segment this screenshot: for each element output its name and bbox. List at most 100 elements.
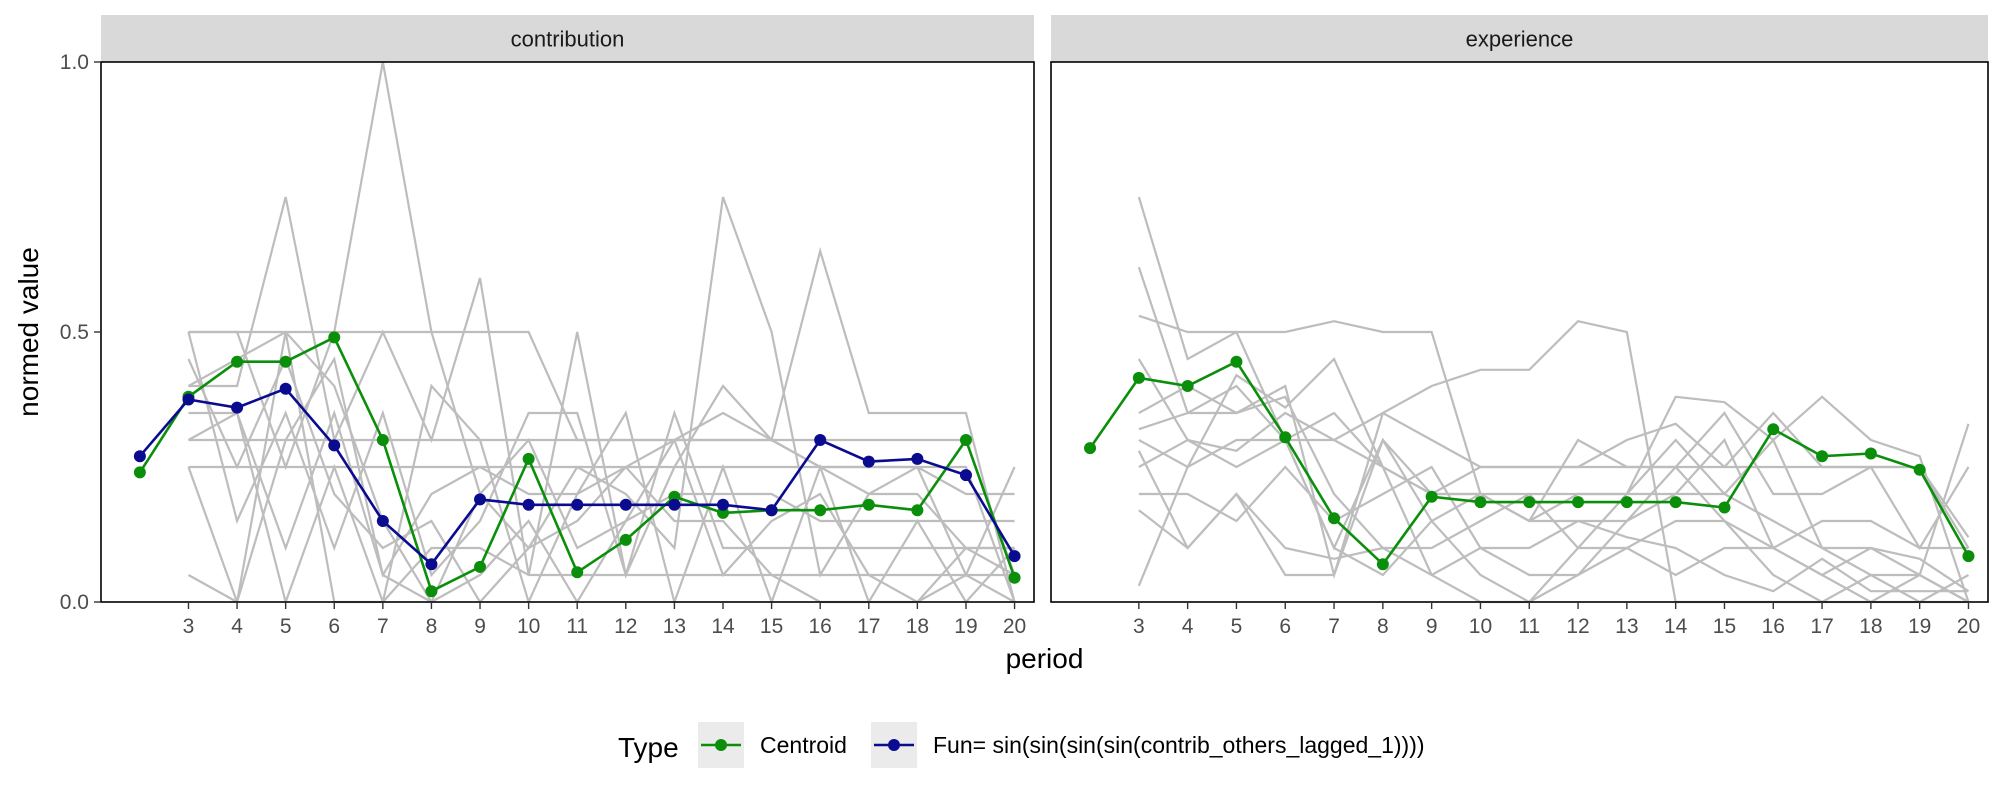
data-point [328, 439, 341, 452]
background-line [1138, 492, 1969, 593]
data-point [1084, 442, 1097, 455]
data-point [1718, 501, 1731, 514]
legend-title: Type [618, 732, 679, 763]
background-line [1138, 465, 1970, 604]
x-tick-label: 9 [474, 615, 486, 638]
x-tick-label: 16 [1762, 615, 1785, 638]
data-point [474, 493, 487, 506]
background-line [1138, 384, 1970, 593]
data-point [1279, 431, 1292, 444]
background-line [1137, 196, 1970, 551]
background-line [187, 330, 1016, 605]
data-point [911, 504, 924, 517]
data-point [862, 498, 875, 511]
background-line [1138, 438, 1969, 577]
data-point [425, 585, 438, 598]
x-tick-label: 19 [1908, 615, 1931, 638]
strip-contribution [101, 15, 1034, 62]
strip-label: contribution [511, 27, 625, 52]
legend-key-point [715, 739, 727, 751]
background-line [1137, 266, 1969, 604]
data-point [1230, 355, 1243, 368]
x-tick-label: 12 [614, 615, 637, 638]
data-point [474, 560, 487, 573]
x-tick-label: 13 [663, 615, 686, 638]
x-tick-label: 20 [1003, 615, 1026, 638]
x-tick-label: 7 [377, 615, 389, 638]
data-point [522, 498, 535, 511]
background-line [188, 196, 1016, 603]
x-tick-label: 18 [906, 615, 929, 638]
x-tick-label: 5 [280, 615, 292, 638]
y-tick-label: 0.0 [60, 591, 89, 614]
strip-label: experience [1466, 27, 1574, 52]
legend-label: Centroid [760, 732, 847, 758]
x-tick-label: 13 [1615, 615, 1638, 638]
data-point [1816, 450, 1829, 463]
data-point [1669, 496, 1682, 509]
data-point [1523, 496, 1536, 509]
background-line [188, 465, 1015, 496]
x-tick-label: 5 [1231, 615, 1243, 638]
x-tick-label: 15 [760, 615, 783, 638]
x-tick-label: 10 [517, 615, 540, 638]
x-tick-label: 11 [1518, 615, 1540, 638]
y-axis-title: normed value [13, 247, 44, 417]
background-line [1137, 411, 1970, 587]
background-line [188, 438, 1016, 576]
data-point [959, 469, 972, 482]
data-point [425, 558, 438, 571]
data-point [522, 452, 535, 465]
data-point [328, 331, 341, 344]
data-point [1767, 423, 1780, 436]
data-point [959, 434, 972, 446]
data-point [571, 566, 584, 579]
data-point [571, 498, 584, 511]
data-point [133, 466, 146, 479]
x-tick-label: 7 [1328, 615, 1340, 638]
x-tick-label: 12 [1566, 615, 1589, 638]
y-tick-label: 0.5 [60, 321, 89, 344]
data-point [182, 393, 195, 406]
background-line [1138, 357, 1970, 604]
data-point [1328, 512, 1341, 525]
data-point [1474, 496, 1487, 509]
data-point [619, 498, 632, 511]
data-point [668, 498, 681, 511]
data-point [1572, 496, 1585, 509]
x-tick-label: 17 [1810, 615, 1833, 638]
x-tick-label: 17 [857, 615, 880, 638]
x-tick-label: 4 [231, 615, 243, 638]
legend-key-point [888, 739, 900, 751]
data-point [1132, 371, 1145, 384]
background-line [187, 356, 1015, 604]
data-point [376, 434, 389, 446]
data-point [911, 452, 924, 465]
data-point [1962, 550, 1975, 563]
x-axis-title: period [1006, 643, 1084, 674]
data-point [133, 450, 146, 463]
x-tick-label: 6 [1279, 615, 1291, 638]
x-tick-label: 20 [1957, 615, 1980, 638]
data-point [717, 498, 729, 511]
data-point [619, 533, 632, 546]
strip-experience [1051, 15, 1988, 62]
x-tick-label: 15 [1713, 615, 1736, 638]
x-tick-label: 3 [183, 615, 195, 638]
data-point [1425, 490, 1438, 503]
x-tick-label: 16 [809, 615, 832, 638]
series-line [1088, 360, 1970, 567]
x-tick-label: 6 [328, 615, 340, 638]
x-tick-label: 8 [426, 615, 438, 638]
data-point [231, 401, 244, 414]
data-point [814, 434, 827, 446]
data-point [1913, 463, 1926, 476]
x-tick-label: 19 [954, 615, 977, 638]
background-line [1138, 314, 1970, 603]
series-line [138, 335, 1016, 594]
x-tick-label: 14 [1664, 615, 1688, 638]
data-point [376, 515, 389, 527]
background-line [187, 331, 1016, 606]
panel-border [1050, 61, 1989, 603]
